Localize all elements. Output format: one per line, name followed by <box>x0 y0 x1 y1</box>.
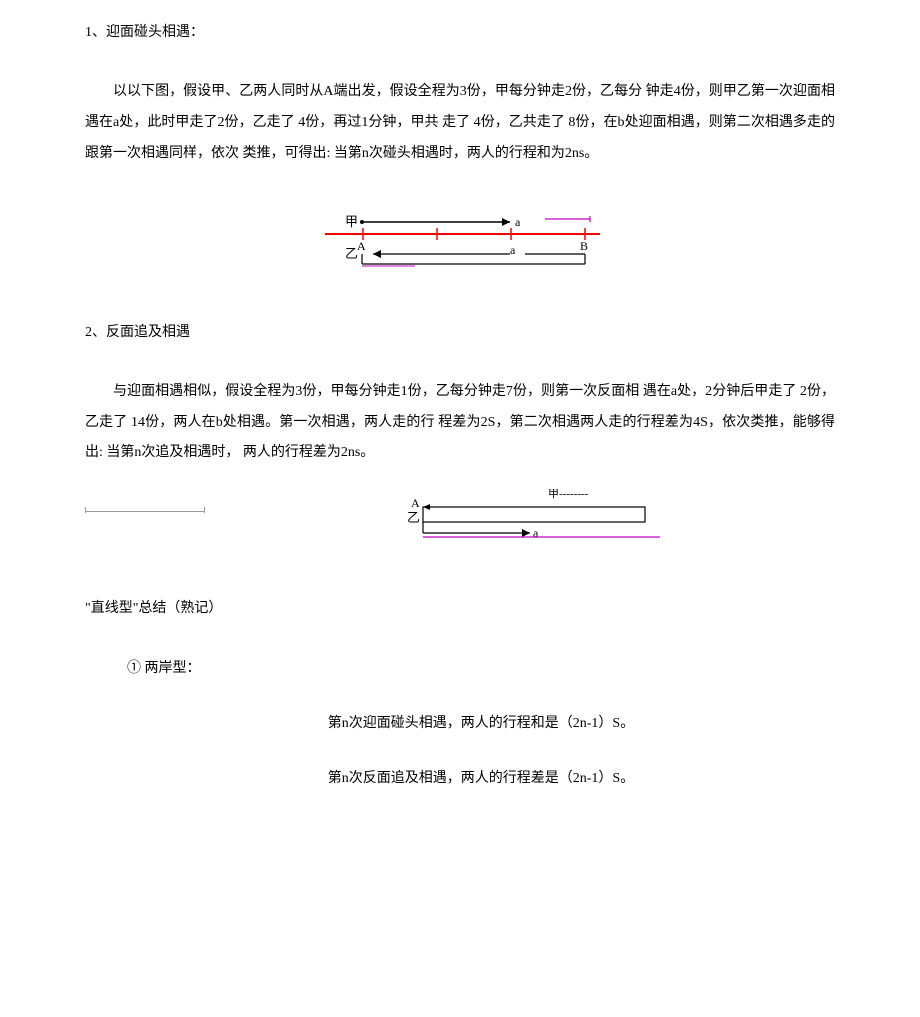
summary-title: "直线型"总结（熟记） <box>85 597 835 617</box>
section2-paragraph: 与迎面相遇相似，假设全程为3份，甲每分钟走1份，乙每分钟走7份，则第一次反面相 … <box>85 377 835 469</box>
diagram2-jia-dash: 甲-------- <box>548 489 589 500</box>
section2-title: 2、反面追及相遇 <box>85 320 835 345</box>
diagram2-A-label: A <box>411 496 420 510</box>
diagram1-a-top: a <box>515 215 521 229</box>
summary-line1: 第n次迎面碰头相遇，两人的行程和是（2n-1）S。 <box>127 712 835 732</box>
diagram2-yi-label: 乙 <box>407 510 420 525</box>
section1-paragraph: 以以下图，假设甲、乙两人同时从A端出发，假设全程为3份，甲每分钟走2份，乙每分 … <box>85 77 835 169</box>
diagram1-svg: 甲 a A B 乙 a <box>315 210 605 270</box>
diagram2-svg: 甲-------- A 乙 a <box>375 489 665 547</box>
diagram2-row: 甲-------- A 乙 a <box>85 489 835 547</box>
diagram1-container: 甲 a A B 乙 a <box>85 210 835 270</box>
section1-title: 1、迎面碰头相遇： <box>85 20 835 45</box>
summary-line2: 第n次反面追及相遇，两人的行程差是（2n-1）S。 <box>127 767 835 787</box>
diagram1-yi-label: 乙 <box>345 246 358 261</box>
diagram1-a-bottom: a <box>510 243 516 257</box>
diagram1-jia-label: 甲 <box>345 214 358 229</box>
summary-item1: ① 两岸型： <box>127 657 835 677</box>
diagram1-B-label: B <box>580 239 588 253</box>
diagram2-a-label: a <box>533 526 539 540</box>
diagram1-A-label: A <box>357 239 366 253</box>
diagram2-left-box <box>85 494 205 512</box>
